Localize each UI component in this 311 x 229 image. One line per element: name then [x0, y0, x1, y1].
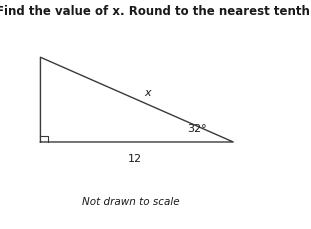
Text: 32°: 32° — [188, 124, 207, 134]
Text: 12: 12 — [128, 154, 142, 164]
Text: Find the value of x. Round to the nearest tenth.: Find the value of x. Round to the neares… — [0, 5, 311, 18]
Text: x: x — [144, 88, 151, 98]
Text: Not drawn to scale: Not drawn to scale — [82, 196, 179, 207]
